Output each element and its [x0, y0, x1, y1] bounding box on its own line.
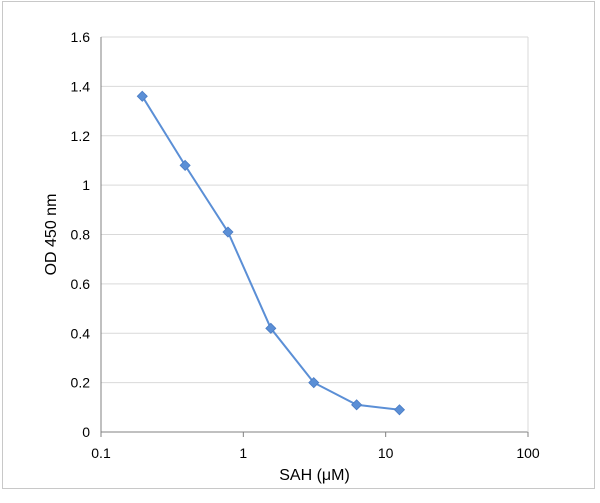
data-point-marker — [308, 377, 320, 389]
x-tick-label: 1 — [239, 445, 247, 461]
gridlines — [101, 36, 528, 384]
data-series — [136, 90, 406, 416]
y-axis-title: OD 450 nm — [43, 194, 60, 276]
data-point-marker — [179, 159, 191, 171]
series-line — [141, 95, 400, 411]
y-tick-label: 1 — [82, 177, 90, 193]
x-tick-label: 10 — [378, 445, 394, 461]
y-tick-label: 0.8 — [71, 227, 91, 243]
data-point-marker — [265, 322, 277, 334]
data-point-marker — [351, 399, 363, 411]
data-point-marker — [136, 90, 148, 102]
data-point-marker — [222, 226, 234, 238]
y-tick-label: 1.6 — [71, 29, 91, 45]
x-tick-label: 100 — [516, 445, 540, 461]
data-point-marker — [393, 404, 406, 416]
x-axis-title: SAH (μM) — [279, 467, 350, 484]
chart: 0 0.2 0.4 0.6 0.8 1 1.2 1.4 1.6 0.1 1 10 100 SAH (μ… — [43, 29, 540, 484]
axes — [100, 37, 529, 437]
y-tick-label: 0.4 — [71, 325, 91, 341]
y-tick-label: 1.4 — [71, 78, 91, 94]
y-tick-label: 0.2 — [71, 375, 91, 391]
x-tick-labels: 0.1 1 10 100 — [91, 445, 540, 461]
y-tick-label: 0 — [82, 424, 90, 440]
y-tick-labels: 0 0.2 0.4 0.6 0.8 1 1.2 1.4 1.6 — [71, 29, 91, 440]
y-tick-label: 1.2 — [71, 128, 91, 144]
x-tick-label: 0.1 — [91, 445, 111, 461]
chart-frame: 0 0.2 0.4 0.6 0.8 1 1.2 1.4 1.6 0.1 1 10 100 SAH (μ… — [2, 1, 595, 489]
y-tick-label: 0.6 — [71, 276, 91, 292]
